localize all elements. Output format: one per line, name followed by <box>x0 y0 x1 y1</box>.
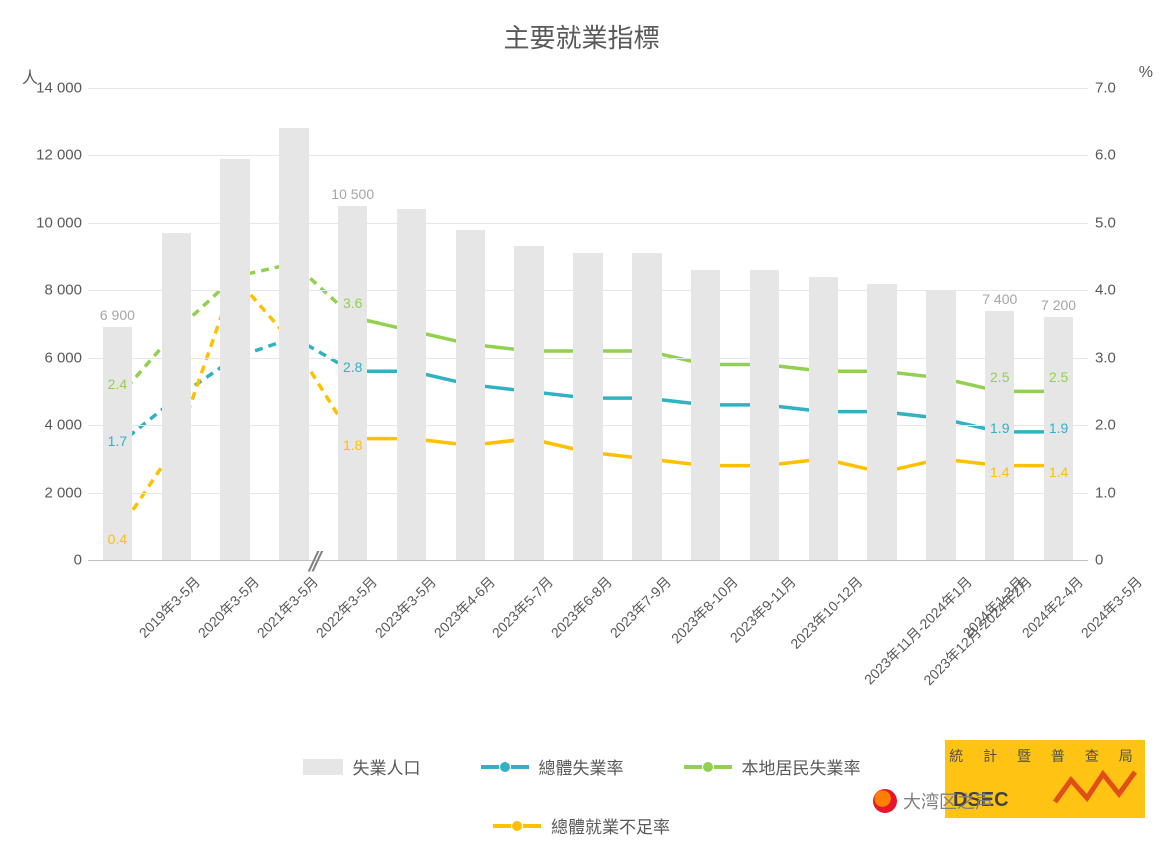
y-left-tick-label: 2 000 <box>14 484 82 501</box>
y-left-tick-label: 6 000 <box>14 349 82 366</box>
bar <box>867 284 896 560</box>
gridline <box>88 560 1088 561</box>
legend-label: 失業人口 <box>353 754 421 779</box>
legend-item-bars: 失業人口 <box>303 754 421 779</box>
x-tick-label: 2021年3-5月 <box>252 572 322 642</box>
legend-item-line-local-unemp: 本地居民失業率 <box>684 754 861 779</box>
plot-area: 6 90010 5007 4007 200//2.43.62.52.51.72.… <box>88 88 1088 560</box>
bar <box>162 233 191 560</box>
series-value-label: 1.4 <box>1049 464 1068 480</box>
legend-swatch-bar <box>303 759 343 775</box>
y-right-tick-label: 2.0 <box>1095 417 1145 434</box>
series-value-label: 2.8 <box>343 359 362 375</box>
y-left-tick-label: 14 000 <box>14 80 82 97</box>
bar <box>691 270 720 560</box>
bar <box>632 253 661 560</box>
legend-swatch-line <box>684 759 732 775</box>
x-tick-label: 2023年6-8月 <box>546 572 616 642</box>
x-tick-label: 2023年11月-2024年1月 <box>860 572 977 689</box>
legend-label: 本地居民失業率 <box>742 754 861 779</box>
x-tick-label: 2019年3-5月 <box>135 572 205 642</box>
bar <box>514 246 543 560</box>
x-tick-label: 2023年3-5月 <box>370 572 440 642</box>
weibo-icon <box>873 789 897 813</box>
y-left-tick-label: 0 <box>14 552 82 569</box>
gridline <box>88 155 1088 156</box>
chart-title: 主要就業指標 <box>0 18 1163 55</box>
series-value-label: 0.4 <box>108 531 127 547</box>
weibo-watermark: 大湾区之声 <box>873 788 993 814</box>
series-value-label: 1.4 <box>990 464 1009 480</box>
x-tick-label: 2023年4-6月 <box>429 572 499 642</box>
bar-value-label: 6 900 <box>100 307 135 323</box>
legend-item-line-underemp: 總體就業不足率 <box>493 813 670 838</box>
x-tick-label: 2022年3-5月 <box>311 572 381 642</box>
weibo-text: 大湾区之声 <box>903 788 993 814</box>
bar <box>750 270 779 560</box>
y-right-tick-label: 3.0 <box>1095 349 1145 366</box>
legend-swatch-line <box>481 759 529 775</box>
legend-item-line-total-unemp: 總體失業率 <box>481 754 624 779</box>
series-value-label: 2.5 <box>990 369 1009 385</box>
y-left-tick-label: 8 000 <box>14 282 82 299</box>
series-value-label: 2.4 <box>108 376 127 392</box>
bar-value-label: 10 500 <box>331 186 374 202</box>
y-right-tick-label: 5.0 <box>1095 214 1145 231</box>
bar <box>279 128 308 560</box>
y-left-tick-label: 10 000 <box>14 214 82 231</box>
y-right-tick-label: 7.0 <box>1095 80 1145 97</box>
legend-label: 總體就業不足率 <box>551 813 670 838</box>
legend-swatch-line <box>493 818 541 834</box>
watermark-org: 統 計 暨 普 查 局 <box>945 746 1145 766</box>
bar <box>809 277 838 560</box>
y-right-tick-label: 4.0 <box>1095 282 1145 299</box>
watermark-logo-icon <box>1053 768 1139 808</box>
x-tick-label: 2023年7-9月 <box>605 572 675 642</box>
bar <box>397 209 426 560</box>
bar <box>456 230 485 560</box>
series-value-label: 1.8 <box>343 437 362 453</box>
y-left-tick-label: 4 000 <box>14 417 82 434</box>
y-left-tick-label: 12 000 <box>14 147 82 164</box>
series-value-label: 3.6 <box>343 295 362 311</box>
bar <box>220 159 249 560</box>
series-value-label: 2.5 <box>1049 369 1068 385</box>
series-value-label: 1.7 <box>108 433 127 449</box>
y-right-tick-label: 6.0 <box>1095 147 1145 164</box>
y-right-tick-label: 0 <box>1095 552 1145 569</box>
x-tick-label: 2020年3-5月 <box>193 572 263 642</box>
x-tick-label: 2023年5-7月 <box>488 572 558 642</box>
bar <box>338 206 367 560</box>
series-value-label: 1.9 <box>990 420 1009 436</box>
chart-container: 主要就業指標 人 % 6 90010 5007 4007 200//2.43.6… <box>0 0 1163 852</box>
bar <box>573 253 602 560</box>
y-right-tick-label: 1.0 <box>1095 484 1145 501</box>
gridline <box>88 88 1088 89</box>
bar-value-label: 7 200 <box>1041 297 1076 313</box>
series-value-label: 1.9 <box>1049 420 1068 436</box>
bar-value-label: 7 400 <box>982 291 1017 307</box>
legend-label: 總體失業率 <box>539 754 624 779</box>
bar <box>926 290 955 560</box>
x-tick-label: 2024年3-5月 <box>1076 572 1146 642</box>
bar <box>1044 317 1073 560</box>
